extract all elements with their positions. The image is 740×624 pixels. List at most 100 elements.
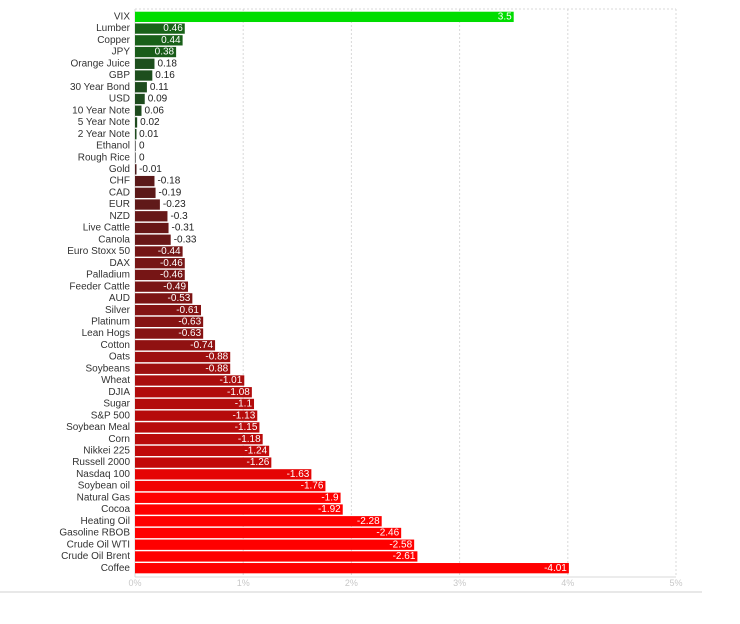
- bar: [135, 117, 138, 128]
- category-label: Sugar: [103, 399, 130, 410]
- bar: [135, 82, 147, 93]
- bar: [135, 23, 185, 34]
- value-label: -0.46: [160, 270, 183, 281]
- category-label: Orange Juice: [71, 58, 131, 69]
- value-label: 0.09: [148, 94, 168, 105]
- value-label: -0.46: [160, 258, 183, 269]
- bar: [135, 152, 136, 163]
- value-label: -1.01: [219, 375, 242, 386]
- value-label: -1.1: [235, 399, 253, 410]
- value-label: -0.18: [157, 176, 180, 187]
- category-label: Live Cattle: [83, 223, 131, 234]
- bar: [135, 234, 171, 245]
- x-axis-ticks: 0% 1% 2% 3% 4% 5%: [128, 578, 682, 588]
- value-label: -0.44: [158, 246, 181, 257]
- category-label: Coffee: [101, 563, 131, 574]
- value-label: -1.18: [238, 434, 261, 445]
- category-label: Natural Gas: [77, 492, 130, 503]
- category-label: Platinum: [91, 316, 130, 327]
- category-label: Crude Oil WTI: [67, 539, 130, 550]
- value-label: -0.88: [205, 363, 228, 374]
- value-label: -0.01: [139, 164, 162, 175]
- bar: [135, 211, 168, 222]
- grid-lines: [0, 8, 702, 593]
- category-label: Oats: [109, 352, 130, 363]
- x-tick-label: 2%: [345, 578, 358, 588]
- bar: [135, 387, 252, 398]
- category-label: Soybean Meal: [66, 422, 130, 433]
- bar: [135, 422, 260, 433]
- bar: [135, 269, 185, 281]
- bar: [135, 480, 326, 492]
- category-label: Rough Rice: [78, 152, 131, 163]
- value-label: -1.08: [227, 387, 250, 398]
- bar: [135, 504, 343, 515]
- bar: [135, 492, 341, 503]
- value-label: 0: [139, 152, 145, 163]
- category-label: USD: [109, 94, 130, 105]
- value-label: 0.38: [155, 47, 175, 58]
- value-label: 0.18: [157, 58, 177, 69]
- value-label: -1.24: [244, 446, 267, 457]
- bar: [135, 281, 189, 292]
- value-label: -0.63: [178, 328, 201, 339]
- bar: [135, 445, 270, 457]
- bar: [135, 46, 177, 58]
- category-label: 2 Year Note: [78, 129, 131, 140]
- value-label: 0.01: [139, 129, 159, 140]
- value-label: -1.15: [235, 422, 258, 433]
- bar: [135, 304, 202, 316]
- category-label: Heating Oil: [81, 516, 130, 527]
- value-label: -0.53: [168, 293, 191, 304]
- category-label: JPY: [112, 47, 131, 58]
- value-label: -0.31: [172, 223, 195, 234]
- value-label: 0.16: [155, 70, 175, 81]
- category-label: Corn: [108, 434, 130, 445]
- value-label: -0.3: [170, 211, 188, 222]
- bar: [135, 11, 514, 23]
- value-label: -0.19: [159, 187, 182, 198]
- category-label: Cocoa: [101, 504, 130, 515]
- category-label: Lean Hogs: [82, 328, 130, 339]
- category-label: 5 Year Note: [78, 117, 131, 128]
- category-label: Silver: [105, 305, 131, 316]
- value-label: 0.44: [161, 35, 181, 46]
- category-label: CHF: [109, 176, 130, 187]
- value-label: -1.13: [232, 410, 255, 421]
- bar: [135, 398, 255, 410]
- bar: [135, 164, 137, 175]
- bar: [135, 316, 204, 327]
- bar: [135, 527, 402, 539]
- category-label: CAD: [109, 187, 130, 198]
- value-label: -0.23: [163, 199, 186, 210]
- bar: [135, 293, 193, 304]
- category-label: Feeder Cattle: [69, 281, 130, 292]
- bar: [135, 563, 569, 574]
- bar: [135, 199, 160, 210]
- value-label: -1.76: [301, 481, 324, 492]
- value-label: 3.5: [498, 12, 512, 23]
- bar: [135, 222, 169, 234]
- value-label: -0.88: [205, 352, 228, 363]
- bar: [135, 175, 155, 187]
- x-tick-label: 4%: [561, 578, 574, 588]
- bar: [135, 433, 263, 445]
- value-label: -1.92: [318, 504, 341, 515]
- category-label: EUR: [109, 199, 130, 210]
- value-label: -1.63: [287, 469, 310, 480]
- bar: [135, 351, 231, 363]
- bar: [135, 70, 153, 81]
- bar: [135, 363, 231, 374]
- category-label: Wheat: [101, 375, 130, 386]
- value-label: -1.9: [321, 492, 339, 503]
- value-label: -1.26: [247, 457, 270, 468]
- bar: [135, 187, 156, 198]
- category-label: S&P 500: [91, 410, 131, 421]
- x-tick-label: 0%: [128, 578, 141, 588]
- bar: [135, 93, 145, 105]
- bar: [135, 340, 216, 351]
- bar: [135, 469, 312, 480]
- x-tick-label: 5%: [669, 578, 682, 588]
- value-label: -0.61: [176, 305, 199, 316]
